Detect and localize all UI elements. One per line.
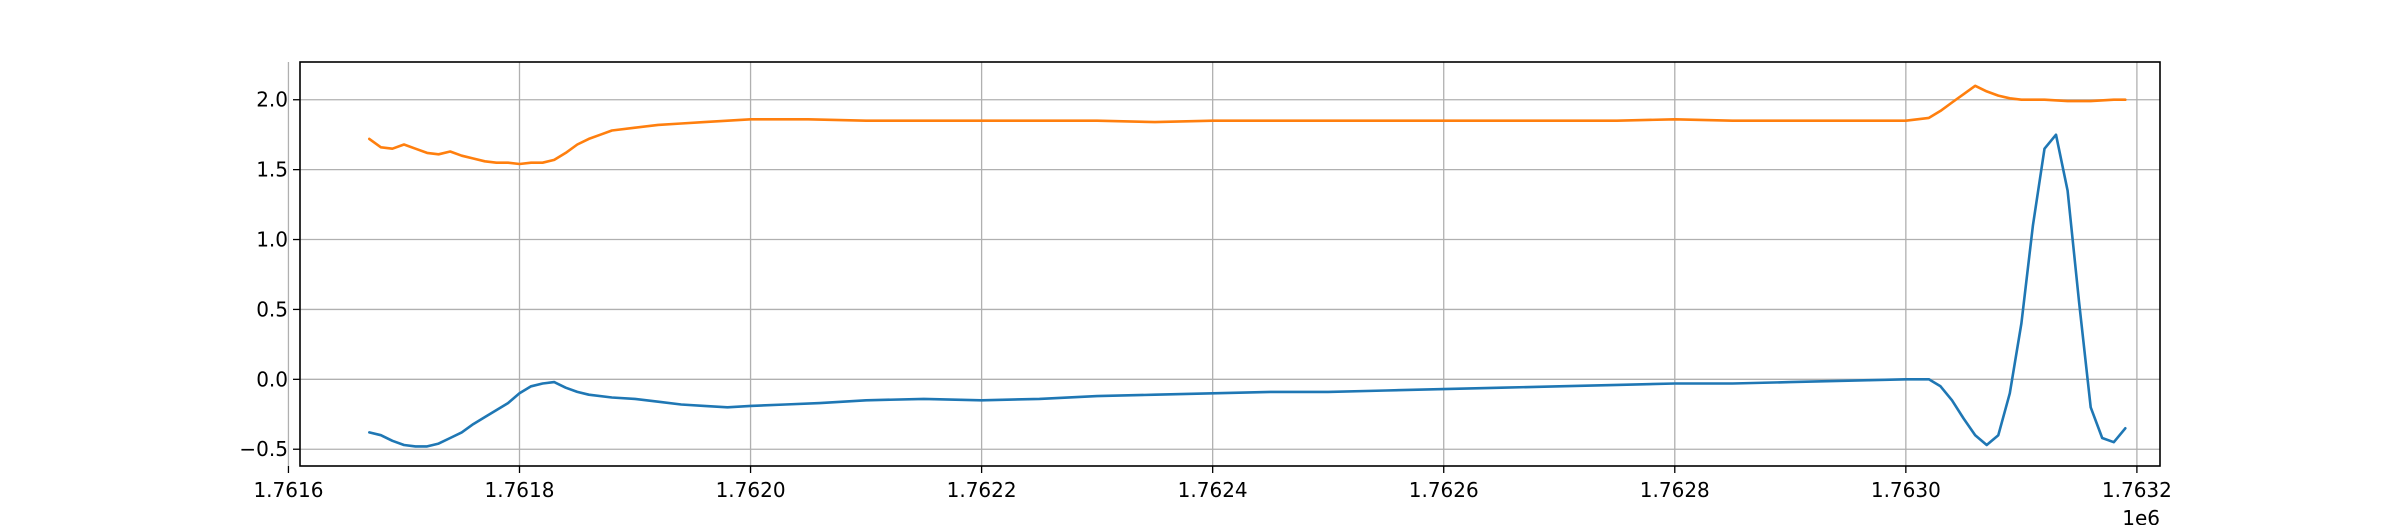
x-tick-label: 1.7620 <box>716 478 786 502</box>
x-tick-label: 1.7618 <box>485 478 555 502</box>
series-line-2 <box>368 84 2127 166</box>
y-tick-label: 1.0 <box>256 228 288 252</box>
y-tick-label: 1.5 <box>256 158 288 182</box>
series-layer <box>368 84 2127 448</box>
x-tick-label: 1.7628 <box>1640 478 1710 502</box>
x-tick-label: 1.7622 <box>947 478 1017 502</box>
plot-frame <box>299 61 2161 467</box>
x-tick-label: 1.7630 <box>1871 478 1941 502</box>
grid-lines <box>287 62 2160 466</box>
x-tick-label: 1.7624 <box>1178 478 1248 502</box>
series-line-1 <box>368 133 2127 448</box>
y-tick-label: 0.5 <box>256 297 288 321</box>
y-tick-label: −0.5 <box>239 437 288 461</box>
x-tick-label: 1.7632 <box>2102 478 2172 502</box>
x-axis-offset-label: 1e6 <box>2122 506 2160 525</box>
x-tick-label: 1.7616 <box>253 478 323 502</box>
y-axis: −0.5 0.0 0.5 1.0 1.5 2.0 <box>239 88 300 461</box>
y-tick-label: 0.0 <box>256 367 288 391</box>
x-axis: 1.7616 1.7618 1.7620 1.7622 1.7624 1.7626 1.76… <box>253 466 2172 502</box>
y-tick-label: 2.0 <box>256 88 288 112</box>
x-tick-label: 1.7626 <box>1409 478 1479 502</box>
